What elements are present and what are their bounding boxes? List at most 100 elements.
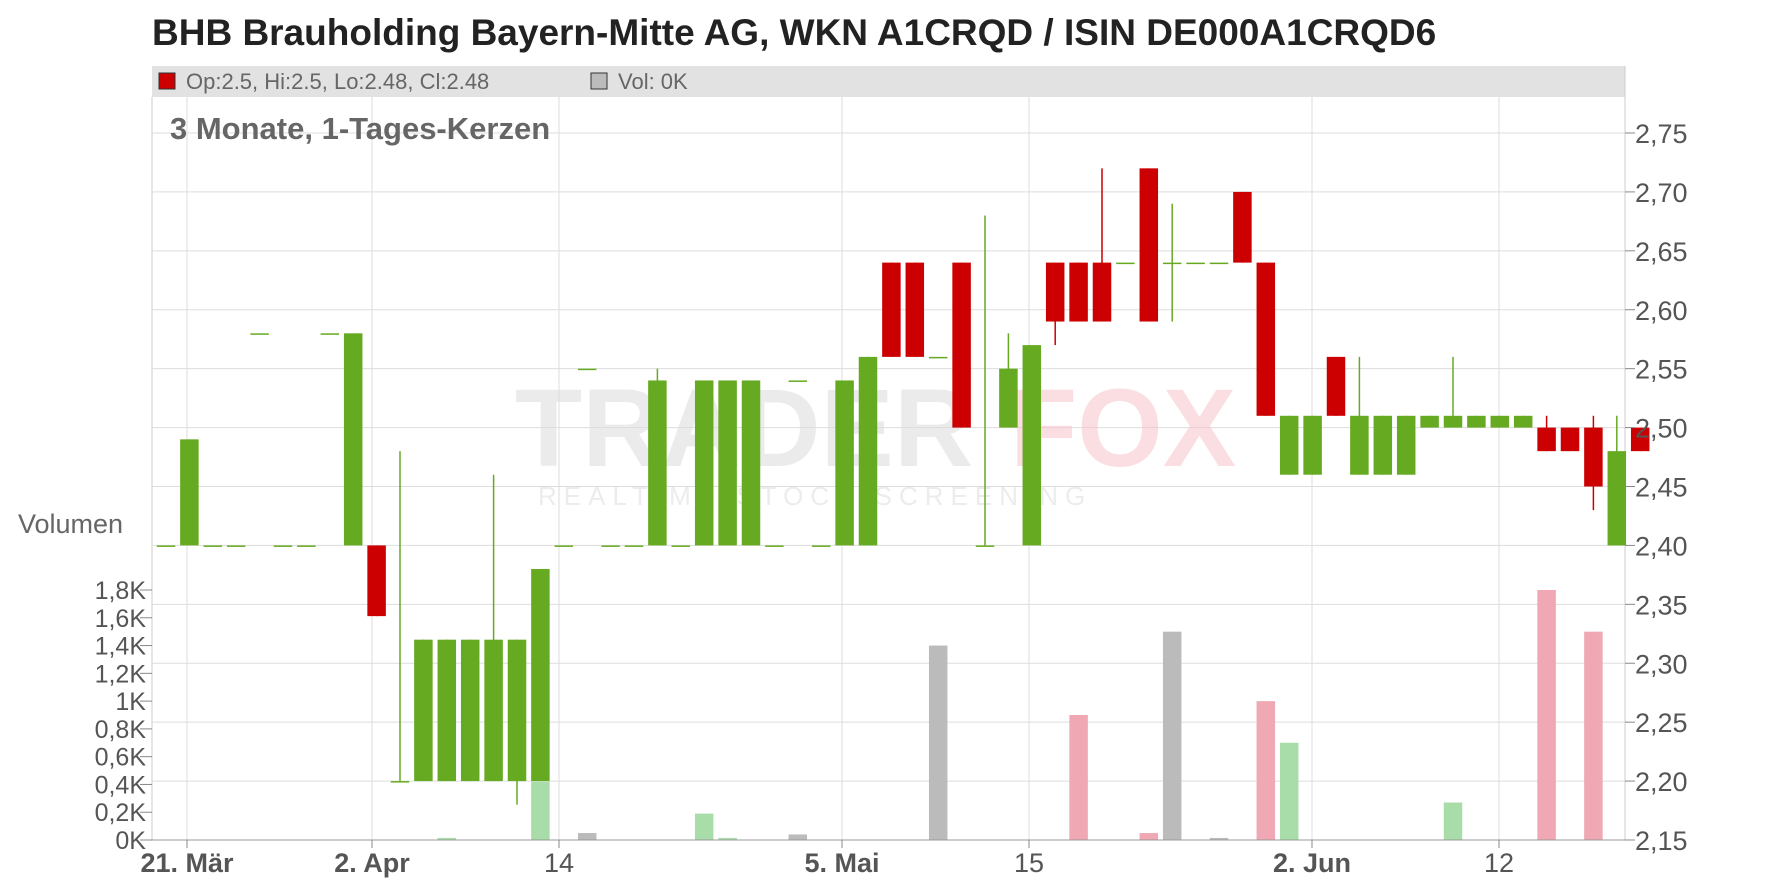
volume-legend-swatch <box>590 72 608 90</box>
volume-bar <box>1209 837 1229 840</box>
chart-title: BHB Brauholding Bayern-Mitte AG, WKN A1C… <box>152 12 1436 53</box>
candle-body <box>367 545 386 617</box>
price-tick-label: 2,45 <box>1635 473 1688 503</box>
time-tick-label: 12 <box>1484 848 1514 878</box>
price-tick-label: 2,30 <box>1635 649 1688 679</box>
volume-bar <box>1443 802 1463 840</box>
volume-bar <box>1162 631 1182 840</box>
candle-body <box>648 380 667 546</box>
price-axis: 2,15 2,20 2,25 2,30 2,35 2,40 2,45 2,50 2,55 2,60… <box>1625 119 1688 856</box>
candle-body <box>1607 451 1627 546</box>
candle-body <box>1326 356 1346 416</box>
price-tick-label: 2,55 <box>1635 355 1688 385</box>
candle-body <box>1256 262 1276 416</box>
candle-body <box>1092 262 1112 322</box>
time-tick-label: 2. Apr <box>334 848 410 878</box>
candle-body <box>250 333 269 335</box>
price-tick-label: 2,15 <box>1635 826 1688 856</box>
legend-bar <box>152 66 1625 97</box>
time-tick-label: 15 <box>1014 848 1044 878</box>
candle-body <box>1139 168 1159 322</box>
candle-body <box>156 545 176 547</box>
time-tick-label: 5. Mai <box>804 848 879 878</box>
price-tick-label: 2,35 <box>1635 590 1688 620</box>
volume-bar <box>1069 715 1088 840</box>
candle-body <box>811 545 831 547</box>
candle-body <box>1560 427 1580 452</box>
candle-body <box>741 380 761 546</box>
candle-body <box>952 262 971 428</box>
volume-tick-label: 0K <box>115 827 146 855</box>
candle-body <box>1162 262 1182 265</box>
candle-body <box>1630 427 1650 452</box>
candle-body <box>1069 262 1088 322</box>
volume-axis-label: Volumen <box>18 509 123 539</box>
candle-body <box>343 333 363 546</box>
candle-body <box>203 545 223 547</box>
price-tick-label: 2,50 <box>1635 414 1688 444</box>
price-legend-swatch <box>158 72 176 90</box>
candle-body <box>1373 415 1393 475</box>
candle-body <box>1420 415 1439 428</box>
candle-body <box>1022 345 1042 546</box>
candle-body <box>273 545 293 547</box>
volume-tick-label: 0,6K <box>95 744 147 772</box>
volume-tick-label: 1,8K <box>95 577 147 605</box>
candle-body <box>882 262 901 357</box>
time-tick-label: 2. Jun <box>1273 848 1351 878</box>
candle-body <box>624 545 644 547</box>
volume-tick-label: 1,6K <box>95 605 147 633</box>
candle-body <box>1116 262 1135 265</box>
candle-body <box>1513 415 1533 428</box>
candle-body <box>460 639 480 782</box>
candle-body <box>1467 415 1486 428</box>
candle-body <box>1303 415 1322 475</box>
volume-bar <box>577 833 597 840</box>
candle-body <box>507 639 527 782</box>
candle-body <box>180 439 199 546</box>
candle-body <box>928 356 948 359</box>
volume-bar <box>928 645 948 840</box>
price-legend-text: Op:2.5, Hi:2.5, Lo:2.48, Cl:2.48 <box>186 69 489 94</box>
candle-body <box>1537 427 1556 452</box>
price-tick-label: 2,60 <box>1635 296 1688 326</box>
price-tick-label: 2,70 <box>1635 178 1688 208</box>
time-tick-label: 21. Mär <box>140 848 234 878</box>
volume-bar <box>1256 701 1276 840</box>
candle-body <box>1279 415 1299 475</box>
volume-tick-label: 1K <box>115 688 146 716</box>
candle-body <box>905 262 925 357</box>
price-tick-label: 2,65 <box>1635 237 1688 267</box>
candle-body <box>694 380 714 546</box>
candle-body <box>484 639 503 782</box>
candle-body <box>1233 191 1252 263</box>
volume-bar <box>1279 742 1299 840</box>
candle-body <box>835 380 854 546</box>
volume-bar <box>694 813 714 840</box>
candle-body <box>437 639 457 782</box>
volume-bars <box>437 590 1603 840</box>
volume-tick-label: 0,4K <box>95 771 147 799</box>
candle-body <box>671 545 691 547</box>
candle-body <box>765 545 784 547</box>
volume-bar <box>437 837 457 840</box>
candle-body <box>718 380 737 546</box>
candle-body <box>1350 415 1369 475</box>
candle-body <box>297 545 316 547</box>
price-tick-label: 2,20 <box>1635 767 1688 797</box>
candle-body <box>1584 427 1603 487</box>
volume-tick-label: 0,8K <box>95 716 147 744</box>
price-tick-label: 2,40 <box>1635 531 1688 561</box>
candle-body <box>1209 262 1229 265</box>
candle-body <box>975 545 995 547</box>
volume-bar <box>1584 631 1603 840</box>
candle-body <box>999 368 1018 428</box>
candle-body <box>858 356 878 546</box>
candle-body <box>320 333 340 335</box>
chart-subtitle: 3 Monate, 1-Tages-Kerzen <box>170 111 550 146</box>
volume-tick-label: 1,4K <box>95 633 147 661</box>
candle-body <box>601 545 620 547</box>
time-axis: 21. Mär 2. Apr 14 5. Mai 15 2. Jun 12 <box>140 840 1514 878</box>
volume-legend-text: Vol: 0K <box>618 69 688 94</box>
